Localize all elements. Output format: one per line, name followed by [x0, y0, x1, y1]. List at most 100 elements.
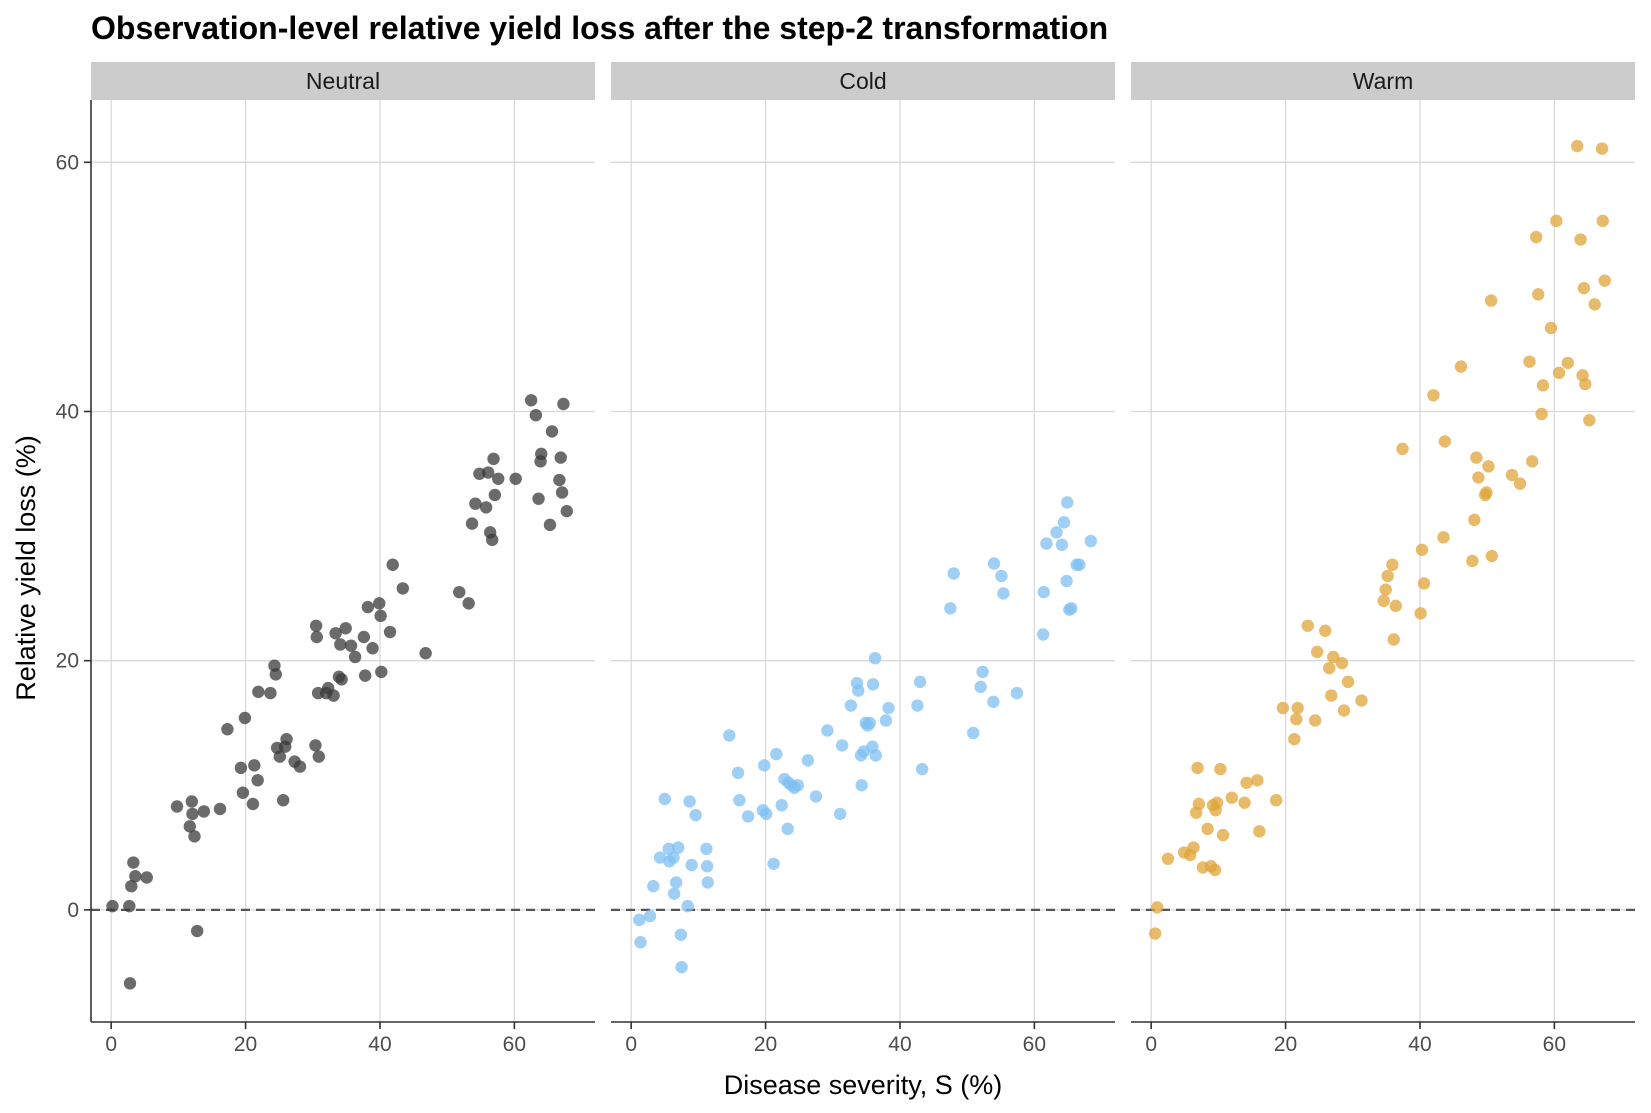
data-point: [911, 699, 924, 712]
data-point: [1201, 822, 1214, 836]
data-point: [781, 822, 794, 836]
data-point: [1192, 797, 1206, 811]
data-point: [1225, 791, 1239, 804]
data-point: [855, 779, 868, 792]
data-point: [123, 899, 136, 913]
data-point: [190, 924, 204, 938]
data-point: [675, 960, 688, 974]
data-point: [1337, 704, 1351, 717]
panels-layer: Neutral 0 20 40 60 Cold 0 20 40 60 Warm 0 20 40 60: [91, 62, 1635, 1056]
strip-background: [1131, 62, 1635, 100]
data-point: [1073, 558, 1086, 571]
data-point: [246, 797, 260, 811]
data-point: [869, 749, 882, 762]
data-point: [1010, 686, 1024, 700]
data-point: [987, 695, 1000, 708]
data-point: [733, 794, 746, 807]
x-tick-label: 0: [1145, 1033, 1157, 1056]
data-point: [1240, 776, 1253, 789]
data-point: [791, 779, 805, 792]
data-point: [170, 800, 184, 813]
data-point: [183, 820, 196, 833]
data-point: [140, 871, 153, 884]
data-point: [1438, 435, 1452, 448]
data-point: [535, 447, 548, 461]
data-point: [188, 830, 201, 843]
data-point: [276, 794, 290, 807]
data-point: [653, 851, 667, 864]
data-point: [987, 557, 1001, 570]
data-point: [1253, 825, 1266, 838]
data-point: [658, 792, 671, 806]
data-point: [669, 876, 683, 889]
data-point: [1583, 414, 1596, 427]
data-point: [1454, 360, 1468, 373]
data-point: [1208, 863, 1222, 877]
data-point: [1530, 230, 1543, 244]
data-point: [1437, 531, 1450, 544]
data-point: [312, 750, 326, 763]
data-point: [1377, 594, 1390, 608]
data-point: [1535, 407, 1548, 421]
chart-title: Observation-level relative yield loss af…: [91, 10, 1108, 46]
data-point: [1523, 355, 1536, 368]
data-point: [1482, 460, 1495, 473]
x-axis-title: Disease severity, S (%): [724, 1070, 1003, 1100]
data-point: [1588, 298, 1601, 311]
data-point: [509, 472, 522, 485]
x-tick-label: 40: [888, 1033, 911, 1056]
data-point: [129, 870, 142, 883]
data-point: [700, 842, 713, 856]
data-point: [700, 860, 714, 873]
strip-background: [611, 62, 1115, 100]
strip-background: [91, 62, 595, 100]
x-tick-label: 20: [754, 1033, 777, 1056]
data-point: [667, 887, 681, 900]
data-point: [366, 642, 379, 655]
data-point: [252, 685, 265, 699]
data-point: [1055, 538, 1069, 552]
x-tick-label: 40: [368, 1033, 391, 1056]
data-point: [689, 808, 702, 822]
data-point: [1290, 713, 1303, 726]
data-point: [1414, 607, 1427, 620]
data-point: [374, 609, 387, 623]
data-point: [685, 858, 698, 872]
data-point: [555, 486, 569, 499]
data-point: [1513, 477, 1527, 490]
data-point: [634, 936, 647, 949]
y-axis-title: Relative yield loss (%): [11, 435, 41, 701]
data-point: [186, 807, 199, 821]
data-point: [997, 587, 1010, 600]
data-point: [1417, 577, 1431, 590]
x-tick-label: 20: [234, 1033, 257, 1056]
data-point: [373, 597, 386, 610]
data-point: [1505, 468, 1519, 482]
data-point: [915, 762, 929, 776]
data-point: [1355, 694, 1368, 707]
data-point: [1571, 139, 1584, 153]
data-point: [339, 622, 352, 635]
data-point: [1061, 496, 1074, 509]
data-point: [672, 841, 685, 854]
data-point: [1151, 901, 1164, 914]
data-point: [801, 754, 815, 767]
data-point: [1387, 633, 1400, 646]
data-point: [1470, 451, 1483, 464]
data-point: [213, 802, 227, 816]
data-point: [1238, 796, 1251, 809]
data-point: [481, 466, 495, 479]
y-axis: 0 20 40 60: [56, 100, 92, 1022]
data-point: [1214, 762, 1227, 776]
data-point: [545, 425, 559, 438]
data-point: [1525, 455, 1539, 468]
data-point: [1466, 554, 1479, 568]
data-point: [1057, 516, 1071, 529]
data-point: [947, 567, 960, 580]
data-point: [1050, 526, 1063, 539]
data-point: [723, 729, 736, 742]
data-point: [1552, 366, 1566, 380]
data-point: [866, 678, 880, 691]
data-point: [1084, 534, 1098, 548]
